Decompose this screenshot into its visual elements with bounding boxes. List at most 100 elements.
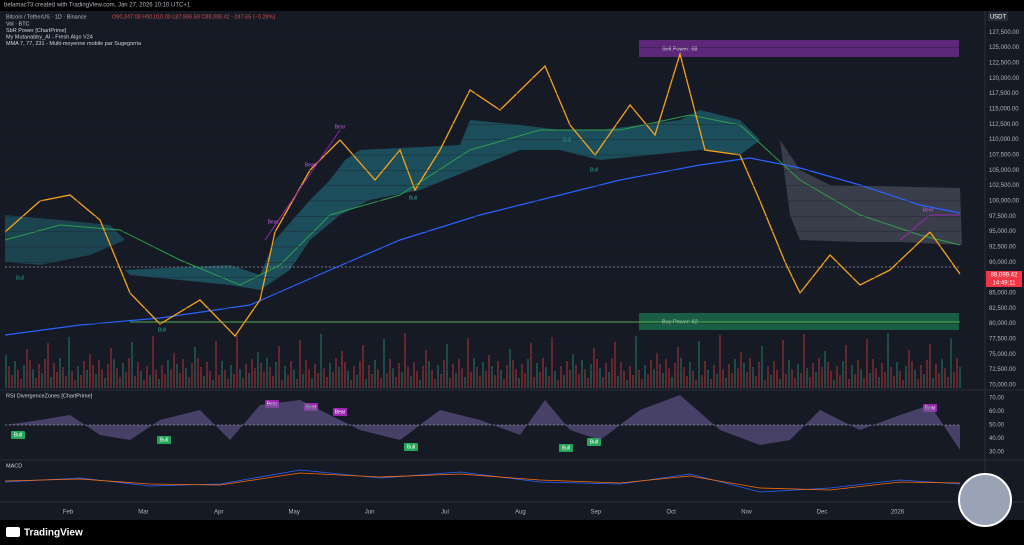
signal: Bull: [409, 195, 417, 201]
volume-bar: [701, 375, 703, 388]
volume-bar: [617, 376, 619, 388]
brand: TradingView: [24, 528, 83, 539]
volume-bar: [470, 372, 472, 388]
price-tick: 120,000.00: [989, 76, 1020, 82]
volume-bar: [788, 360, 790, 388]
volume-bar: [185, 368, 187, 388]
volume-bar: [920, 365, 922, 388]
volume-bar: [665, 359, 667, 388]
volume-bar: [440, 374, 442, 388]
volume-bar: [428, 361, 430, 388]
volume-bar: [890, 367, 892, 388]
rsi-tick: 50.00: [989, 423, 1005, 429]
signal: Bear: [268, 219, 279, 225]
volume-bar: [695, 380, 697, 388]
volume-bar: [638, 370, 640, 388]
signal: Bull: [158, 327, 166, 333]
volume-bar: [635, 336, 637, 388]
credit: belamac73 created with TradingView.com, …: [4, 3, 191, 9]
volume-bar: [173, 353, 175, 388]
volume-bar: [107, 364, 109, 388]
volume-bar: [590, 364, 592, 388]
time-tick: Aug: [515, 510, 526, 516]
volume-bar: [23, 365, 25, 388]
time-tick: Sep: [590, 510, 601, 516]
price-tick: 72,500.00: [989, 367, 1016, 373]
volume-bar: [713, 365, 715, 388]
volume-bar: [785, 374, 787, 388]
volume-bar: [278, 346, 280, 388]
price-tick: 102,500.00: [989, 183, 1020, 189]
indicator: SbR Power [ChartPrime]: [6, 28, 67, 34]
volume-bar: [746, 372, 748, 388]
volume-bar: [392, 368, 394, 388]
volume-bar: [104, 378, 106, 388]
volume-bar: [74, 380, 76, 388]
volume-bar: [476, 367, 478, 388]
volume-bar: [116, 368, 118, 388]
volume-bar: [620, 362, 622, 388]
unit: USDT: [990, 15, 1007, 21]
volume-bar: [149, 375, 151, 388]
volume-bar: [14, 361, 16, 388]
volume-bar: [290, 361, 292, 388]
volume-bar: [461, 368, 463, 388]
volume-bar: [614, 342, 616, 388]
indicator: My Mutanabby_AI - Fresh Algo V24: [6, 34, 93, 40]
volume-bar: [401, 372, 403, 388]
volume-bar: [140, 371, 142, 388]
volume-bar: [155, 370, 157, 388]
volume-bar: [482, 362, 484, 388]
volume-bar: [536, 363, 538, 388]
time-tick: Mar: [138, 510, 148, 516]
volume-bar: [350, 380, 352, 388]
volume-bar: [908, 350, 910, 388]
volume-bar: [818, 358, 820, 388]
volume-bar: [752, 367, 754, 388]
volume-bar: [566, 361, 568, 388]
volume-bar: [530, 343, 532, 388]
volume-bar: [548, 376, 550, 388]
volume-bar: [521, 364, 523, 388]
price-axis: 127,500.00 125,000.00 122,500.00 120,000.00…: [0, 16, 1020, 388]
volume-bar: [857, 360, 859, 388]
price-tick: 110,000.00: [989, 137, 1019, 143]
volume-bar: [893, 376, 895, 388]
volume-bar: [689, 362, 691, 388]
volume-bar: [722, 369, 724, 388]
volume-bar: [68, 337, 70, 388]
price-tick: 77,500.00: [989, 337, 1016, 343]
indicator: Vol · BTC: [6, 21, 30, 27]
volume-bar: [320, 334, 322, 388]
volume-bar: [98, 360, 100, 388]
volume-bar: [629, 366, 631, 388]
volume-bar: [653, 369, 655, 388]
price-tick: 100,000.00: [989, 199, 1020, 205]
volume-bar: [326, 377, 328, 388]
price-tick: 82,500.00: [989, 306, 1016, 312]
volume-bar: [869, 373, 871, 388]
volume-bar: [812, 363, 814, 388]
volume-bar: [881, 363, 883, 388]
last-price: 88,099.42: [991, 273, 1018, 279]
volume-bar: [239, 369, 241, 388]
volume-bar: [137, 362, 139, 388]
volume-bar: [152, 336, 154, 388]
volume-bar: [413, 362, 415, 388]
volume-bar: [527, 359, 529, 388]
volume-bar: [842, 361, 844, 388]
rsi-signal: Bull: [407, 444, 415, 450]
volume-bar: [803, 334, 805, 388]
volume-bar: [584, 369, 586, 388]
volume-bar: [554, 371, 556, 388]
volume-bar: [539, 372, 541, 388]
volume-bar: [257, 352, 259, 388]
volume-bar: [551, 337, 553, 388]
volume-bar: [113, 359, 115, 388]
volume-bar: [89, 354, 91, 388]
volume-bar: [884, 372, 886, 388]
volume-bar: [704, 361, 706, 388]
rsi-signal: Bull: [590, 439, 598, 445]
volume-bar: [407, 367, 409, 388]
volume-bar: [719, 335, 721, 388]
